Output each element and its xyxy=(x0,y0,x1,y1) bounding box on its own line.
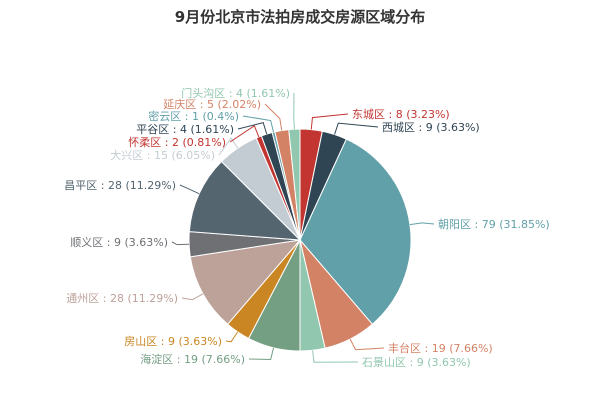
labels-layer: 东城区 : 8 (3.23%)西城区 : 9 (3.63%) 朝阳区 : 79 (… xyxy=(64,86,549,369)
leader-line xyxy=(310,113,349,130)
leader-line xyxy=(312,350,359,363)
chart-title: 9月份北京市法拍房成交房源区域分布 xyxy=(174,8,426,26)
slice-label: 丰台区 : 19 (7.66%) xyxy=(388,341,493,355)
slice-label: 通州区 : 28 (11.29%) xyxy=(66,292,178,305)
leader-line xyxy=(409,222,435,226)
leader-line xyxy=(334,122,379,135)
slice-label: 门头沟区 : 4 (1.61%) xyxy=(181,86,290,100)
leader-line xyxy=(171,241,190,246)
leader-line xyxy=(181,293,204,301)
leader-line xyxy=(225,331,239,343)
slice-label: 石景山区 : 9 (3.63%) xyxy=(362,356,471,369)
slice-label: 昌平区 : 28 (11.29%) xyxy=(64,179,176,192)
leader-line xyxy=(248,347,275,360)
leader-line xyxy=(179,184,200,195)
leader-line xyxy=(229,125,260,143)
pie-slice[interactable] xyxy=(189,239,302,325)
slices-layer xyxy=(188,128,412,352)
pie-slice[interactable] xyxy=(288,128,301,241)
slice-label: 朝阳区 : 79 (31.85%) xyxy=(438,218,550,231)
slice-label: 大兴区 : 15 (6.05%) xyxy=(110,148,215,162)
leader-line xyxy=(242,115,275,133)
slice-label: 平谷区 : 4 (1.61%) xyxy=(136,123,234,136)
slice-label: 怀柔区 : 2 (0.81%) xyxy=(128,136,226,149)
pie-slice[interactable] xyxy=(188,160,302,241)
leader-lines-layer xyxy=(171,92,435,363)
slice-label: 顺义区 : 9 (3.63%) xyxy=(70,236,168,249)
leader-line xyxy=(237,122,268,135)
leader-line xyxy=(349,338,385,351)
slice-label: 西城区 : 9 (3.63%) xyxy=(382,121,480,134)
slice-label: 海淀区 : 19 (7.66%) xyxy=(140,352,245,366)
leader-line xyxy=(293,92,295,130)
slice-label: 密云区 : 1 (0.4%) xyxy=(148,109,239,123)
slice-label: 延庆区 : 5 (2.02%) xyxy=(163,97,261,111)
leader-line xyxy=(218,137,239,156)
slice-label: 房山区 : 9 (3.63%) xyxy=(124,335,222,348)
leader-line xyxy=(264,103,283,131)
slice-label: 东城区 : 8 (3.23%) xyxy=(352,108,450,121)
